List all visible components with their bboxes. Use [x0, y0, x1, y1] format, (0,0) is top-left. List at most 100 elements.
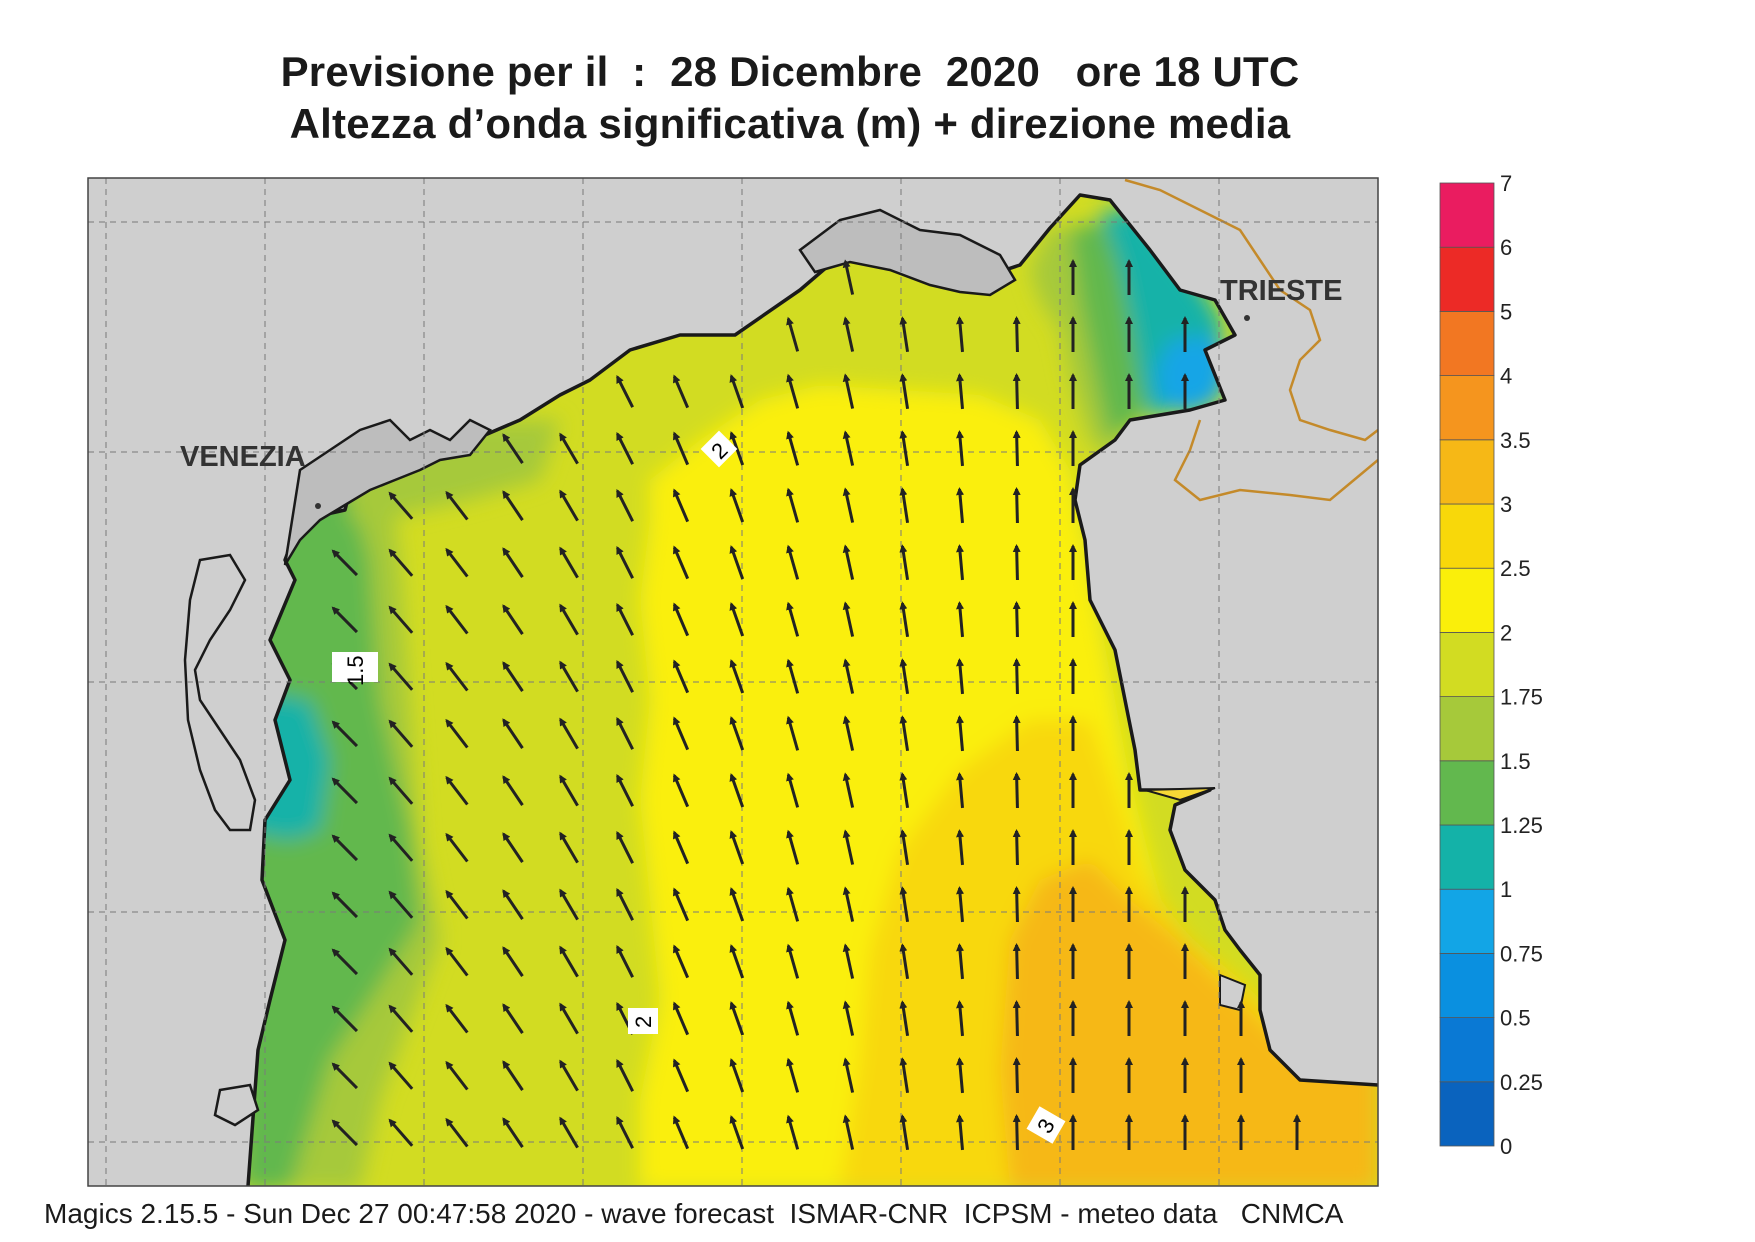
- map-area: [88, 178, 1378, 1186]
- wave-direction-arrow: [786, 1000, 800, 1036]
- wave-direction-arrow: [842, 544, 855, 580]
- wave-direction-arrow: [842, 373, 855, 409]
- wave-direction-arrow: [388, 1061, 414, 1090]
- wave-direction-arrow: [616, 888, 634, 921]
- wave-direction-arrow: [502, 1003, 524, 1034]
- wave-direction-arrow: [672, 773, 690, 808]
- wave-direction-arrow: [559, 888, 579, 921]
- wave-direction-arrow: [786, 544, 800, 580]
- wave-direction-arrow: [842, 943, 855, 979]
- wave-direction-arrow: [729, 1115, 745, 1150]
- wave-direction-arrow: [899, 544, 910, 581]
- wave-direction-arrow: [616, 660, 634, 693]
- wave-direction-arrow: [388, 719, 414, 748]
- legend-label: 1.75: [1500, 685, 1543, 710]
- wave-direction-arrow: [786, 430, 800, 466]
- wave-direction-arrow: [1012, 1000, 1021, 1037]
- wave-direction-arrow: [899, 1114, 910, 1151]
- wave-direction-arrow: [956, 373, 965, 410]
- wave-direction-arrow: [956, 544, 965, 581]
- wave-direction-arrow: [956, 772, 965, 809]
- legend-swatch: [1439, 246, 1495, 312]
- wave-direction-arrow: [672, 374, 690, 409]
- svg-text:2: 2: [631, 1016, 656, 1028]
- map-title: Previsione per il : 28 Dicembre 2020 ore…: [280, 48, 1300, 95]
- wave-direction-arrow: [956, 601, 965, 638]
- wave-direction-arrow: [388, 491, 414, 520]
- wave-direction-arrow: [559, 489, 579, 522]
- wave-direction-arrow: [672, 1058, 690, 1093]
- wave-direction-arrow: [956, 1057, 965, 1094]
- lagoon-islands: [283, 418, 492, 566]
- wave-direction-arrow: [842, 259, 855, 295]
- wave-direction-arrow: [842, 829, 855, 865]
- wave-direction-arrow: [672, 545, 690, 580]
- legend-swatch: [1439, 375, 1495, 441]
- wave-direction-arrow: [388, 605, 414, 634]
- legend-label: 7: [1500, 171, 1512, 196]
- wave-direction-arrow: [616, 774, 634, 807]
- wave-direction-arrow: [899, 829, 910, 866]
- wave-direction-arrow: [786, 1057, 800, 1093]
- wave-direction-arrow: [445, 547, 469, 578]
- wave-direction-arrow: [445, 718, 469, 749]
- wave-direction-arrow: [388, 833, 414, 862]
- legend-swatch: [1439, 182, 1495, 248]
- wave-direction-arrow: [729, 488, 745, 523]
- wave-direction-arrow: [616, 375, 634, 408]
- wave-direction-arrow: [729, 602, 745, 637]
- wave-direction-arrow: [559, 1002, 579, 1035]
- wave-direction-arrow: [672, 1115, 690, 1150]
- wave-direction-arrow: [1012, 1057, 1021, 1094]
- wave-direction-arrow: [842, 601, 855, 637]
- wave-direction-arrow: [1012, 430, 1021, 467]
- wave-direction-arrow: [388, 1118, 414, 1147]
- wave-direction-arrow: [445, 832, 469, 863]
- wave-direction-arrow: [1012, 658, 1021, 695]
- wave-direction-arrow: [1012, 373, 1021, 410]
- wave-direction-arrow: [331, 948, 359, 976]
- wave-direction-arrow: [388, 1004, 414, 1033]
- map-subtitle: Altezza d’onda significativa (m) + direz…: [289, 100, 1291, 147]
- wave-direction-arrow: [956, 1114, 965, 1151]
- wave-direction-arrow: [956, 316, 965, 353]
- legend-label: 1: [1500, 877, 1512, 902]
- wave-direction-arrow: [331, 891, 359, 919]
- wave-direction-arrow: [956, 658, 965, 695]
- legend-swatch: [1439, 1017, 1495, 1083]
- wave-direction-arrow: [616, 546, 634, 579]
- wave-direction-arrow: [956, 487, 965, 524]
- wave-direction-arrow: [899, 658, 910, 695]
- wave-direction-arrow: [842, 487, 855, 523]
- wave-direction-arrow: [729, 716, 745, 751]
- wave-direction-arrow: [1012, 886, 1021, 923]
- wave-direction-arrow: [729, 659, 745, 694]
- city-label-trieste: TRIESTE: [1220, 275, 1342, 307]
- wave-direction-arrow: [1012, 772, 1021, 809]
- legend-label: 0.75: [1500, 941, 1543, 966]
- coastline: [246, 193, 1378, 1186]
- wave-direction-arrow: [445, 775, 469, 806]
- wave-direction-arrow: [331, 1005, 359, 1033]
- wave-direction-arrow: [842, 886, 855, 922]
- wave-direction-arrow: [502, 832, 524, 863]
- wave-direction-arrow: [388, 890, 414, 919]
- wave-direction-arrow: [331, 606, 359, 634]
- wave-direction-arrow: [1012, 601, 1021, 638]
- wave-direction-arrow: [559, 546, 579, 579]
- wave-direction-arrow: [559, 831, 579, 864]
- wave-direction-arrow: [331, 549, 359, 577]
- legend-label: 5: [1500, 299, 1512, 324]
- svg-text:1.5: 1.5: [343, 655, 368, 686]
- wave-direction-arrow: [672, 887, 690, 922]
- legend-swatch: [1439, 632, 1495, 698]
- wave-direction-arrow: [445, 1003, 469, 1034]
- legend-label: 0.5: [1500, 1006, 1531, 1031]
- wave-direction-arrow: [786, 715, 800, 751]
- wave-direction-arrow: [559, 432, 579, 465]
- wave-direction-arrow: [672, 431, 690, 466]
- wave-direction-arrow: [899, 373, 910, 410]
- wave-direction-arrow: [616, 945, 634, 978]
- wave-direction-arrow: [899, 772, 910, 809]
- wave-direction-arrow: [672, 1001, 690, 1036]
